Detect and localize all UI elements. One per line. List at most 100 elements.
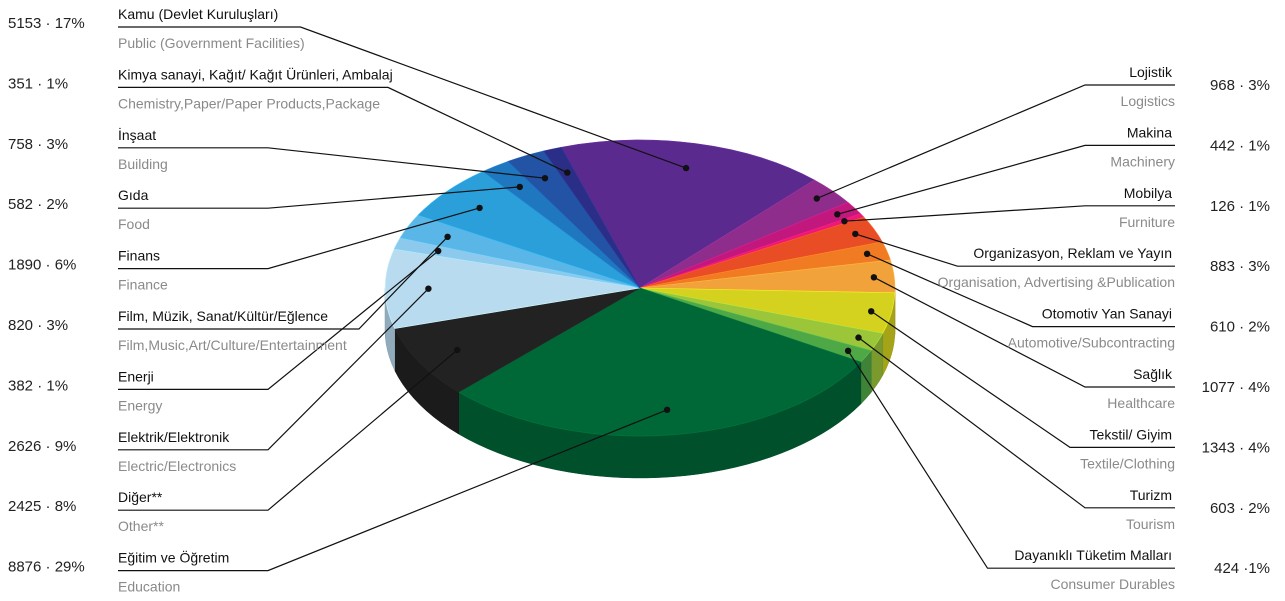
label-tr-gida: Gıda: [118, 187, 149, 203]
value-label-egitim-ve-ogretim: 8876 · 29%: [8, 559, 85, 576]
label-en-dayanikli-tuketim-mallari: Consumer Durables: [1051, 576, 1176, 592]
anchor-dot-film-muzik-sanat-kultur-eglence: [444, 233, 451, 240]
label-en-diger: Other**: [118, 518, 164, 534]
label-en-gida: Food: [118, 216, 150, 232]
label-en-turizm: Tourism: [1126, 516, 1175, 532]
label-en-egitim-ve-ogretim: Education: [118, 579, 180, 595]
value-label-otomotiv-yan-sanayi: 610 · 2%: [1210, 319, 1270, 336]
value-label-tekstil-giyim: 1343 · 4%: [1202, 439, 1270, 456]
value-label-organizasyon-reklam-ve-yayin: 883 · 3%: [1210, 258, 1270, 275]
leader-mobilya: [844, 205, 1175, 222]
value-label-enerji: 382 · 1%: [8, 377, 68, 394]
label-tr-organizasyon-reklam-ve-yayin: Organizasyon, Reklam ve Yayın: [973, 245, 1172, 261]
anchor-dot-egitim-ve-ogretim: [663, 406, 671, 413]
anchor-dot-otomotiv-yan-sanayi: [863, 250, 871, 257]
value-label-diger: 2425 · 8%: [8, 498, 76, 515]
label-tr-film-muzik-sanat-kultur-eglence: Film, Müzik, Sanat/Kültür/Eğlence: [118, 308, 328, 324]
leader-insaat: [118, 147, 546, 179]
anchor-dot-makina: [834, 211, 841, 218]
label-tr-otomotiv-yan-sanayi: Otomotiv Yan Sanayi: [1042, 306, 1172, 322]
value-label-film-muzik-sanat-kultur-eglence: 820 · 3%: [8, 317, 68, 334]
leader-egitim-ve-ogretim: [118, 409, 668, 572]
label-tr-kimya-sanayi-kagit-kagit-urunleri-ambalaj: Kimya sanayi, Kağıt/ Kağıt Ürünleri, Amb…: [118, 65, 393, 82]
anchor-dot-mobilya: [841, 218, 848, 225]
label-tr-enerji: Enerji: [118, 368, 154, 384]
anchor-dot-kimya-sanayi-kagit-kagit-urunleri-ambalaj: [564, 169, 571, 176]
label-tr-diger: Diğer**: [118, 489, 163, 505]
slice-kimya-sanayi-kagit-kagit-urunleri-ambalaj: [543, 146, 641, 289]
label-en-finans: Finance: [118, 277, 168, 293]
label-tr-lojistik: Lojistik: [1129, 64, 1173, 80]
leader-enerji: [118, 250, 439, 390]
leader-turizm: [858, 337, 1175, 509]
leader-saglik: [873, 276, 1175, 388]
slice-labels: 5153 · 17% Kamu (Devlet Kuruluşları) Publi…: [8, 6, 1270, 595]
label-en-kamu-devlet-kuruluslari: Public (Government Facilities): [118, 35, 305, 51]
pie-sides: [384, 287, 896, 479]
label-tr-insaat: İnşaat: [118, 126, 156, 143]
anchor-dot-elektrik-elektronik: [425, 285, 432, 292]
label-tr-kamu-devlet-kuruluslari: Kamu (Devlet Kuruluşları): [118, 6, 278, 22]
value-label-kamu-devlet-kuruluslari: 5153 · 17%: [8, 15, 85, 32]
label-en-tekstil-giyim: Textile/Clothing: [1080, 455, 1175, 471]
leader-lojistik: [816, 84, 1175, 200]
leader-finans: [118, 207, 480, 270]
anchor-dot-enerji: [435, 247, 442, 255]
label-en-enerji: Energy: [118, 397, 162, 413]
label-en-makina: Machinery: [1110, 153, 1175, 169]
label-en-kimya-sanayi-kagit-kagit-urunleri-ambalaj: Chemistry,Paper/Paper Products,Package: [118, 95, 380, 111]
slice-elektrik-elektronik: [384, 248, 641, 329]
label-en-film-muzik-sanat-kultur-eglence: Film,Music,Art/Culture/Entertainment: [118, 337, 347, 353]
anchor-dot-diger: [454, 346, 461, 354]
value-label-makina: 442 · 1%: [1210, 137, 1270, 154]
leader-lines: [118, 26, 1175, 572]
pie-top: [384, 139, 896, 437]
value-label-mobilya: 126 · 1%: [1210, 198, 1270, 215]
anchor-dot-turizm: [855, 334, 862, 341]
value-label-kimya-sanayi-kagit-kagit-urunleri-ambalaj: 351 · 1%: [8, 75, 68, 92]
value-label-saglik: 1077 · 4%: [1202, 379, 1270, 396]
label-en-mobilya: Furniture: [1119, 214, 1175, 230]
anchor-dot-lojistik: [813, 195, 820, 202]
leader-elektrik-elektronik: [118, 288, 429, 451]
anchor-dot-gida: [516, 183, 523, 191]
label-en-insaat: Building: [118, 156, 168, 172]
label-tr-makina: Makina: [1127, 124, 1172, 140]
slice-diger: [394, 287, 641, 393]
value-label-insaat: 758 · 3%: [8, 136, 68, 153]
label-en-organizasyon-reklam-ve-yayin: Organisation, Advertising &Publication: [938, 274, 1175, 290]
anchor-dot-dayanikli-tuketim-mallari: [844, 347, 852, 354]
leader-diger: [118, 349, 458, 511]
label-en-otomotiv-yan-sanayi: Automotive/Subcontracting: [1008, 335, 1175, 351]
value-label-turizm: 603 · 2%: [1210, 500, 1270, 517]
label-tr-tekstil-giyim: Tekstil/ Giyim: [1090, 426, 1172, 442]
slice-kamu-devlet-kuruluslari: [560, 139, 815, 289]
leader-kamu-devlet-kuruluslari: [118, 26, 687, 169]
leader-organizasyon-reklam-ve-yayin: [855, 233, 1175, 267]
anchor-dot-finans: [476, 204, 483, 212]
leader-gida: [118, 186, 520, 209]
value-label-dayanikli-tuketim-mallari: 424 ·1%: [1214, 560, 1270, 577]
label-tr-mobilya: Mobilya: [1124, 185, 1172, 201]
value-label-gida: 582 · 2%: [8, 196, 68, 213]
anchor-dot-tekstil-giyim: [868, 308, 875, 315]
value-label-elektrik-elektronik: 2626 · 9%: [8, 438, 76, 455]
leader-kimya-sanayi-kagit-kagit-urunleri-ambalaj: [118, 86, 568, 174]
anchor-dot-kamu-devlet-kuruluslari: [682, 164, 690, 172]
label-en-lojistik: Logistics: [1121, 93, 1175, 109]
label-tr-saglik: Sağlık: [1133, 366, 1173, 382]
anchor-dot-insaat: [541, 175, 549, 182]
leader-dayanikli-tuketim-mallari: [847, 350, 1175, 569]
anchor-dot-organizasyon-reklam-ve-yayin: [852, 230, 859, 238]
label-tr-finans: Finans: [118, 248, 160, 264]
slice-egitim-ve-ogretim: [458, 287, 862, 437]
anchor-dot-saglik: [870, 274, 878, 281]
value-label-finans: 1890 · 6%: [8, 257, 76, 274]
label-tr-egitim-ve-ogretim: Eğitim ve Öğretim: [118, 549, 229, 566]
label-en-saglik: Healthcare: [1107, 395, 1175, 411]
label-tr-turizm: Turizm: [1130, 487, 1172, 503]
label-tr-dayanikli-tuketim-mallari: Dayanıklı Tüketim Malları: [1014, 547, 1172, 563]
value-label-lojistik: 968 · 3%: [1210, 77, 1270, 94]
label-tr-elektrik-elektronik: Elektrik/Elektronik: [118, 429, 230, 445]
